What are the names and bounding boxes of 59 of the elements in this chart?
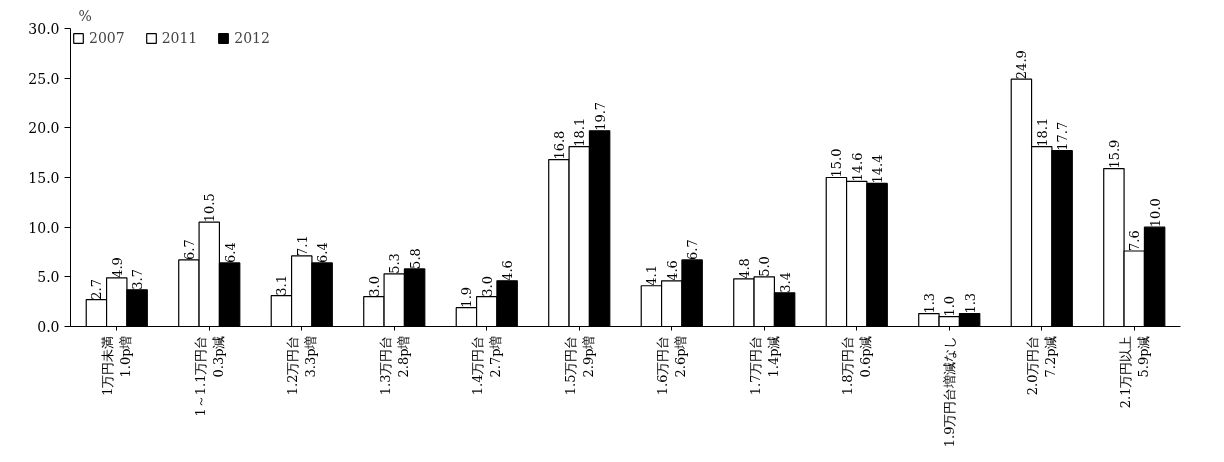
data-label: 14.4 bbox=[870, 154, 886, 184]
data-label: 4.6 bbox=[500, 260, 516, 281]
y-tick-label: 20.0 bbox=[28, 120, 60, 137]
data-label: 1.3 bbox=[962, 292, 978, 314]
y-tick-label: 15.0 bbox=[28, 170, 60, 186]
data-label: 5.3 bbox=[387, 253, 403, 274]
data-label: 1.3 bbox=[921, 292, 937, 314]
y-tick-label: 30.0 bbox=[28, 21, 60, 37]
data-label: 19.7 bbox=[592, 101, 608, 131]
y-tick-label: 5.0 bbox=[37, 269, 60, 286]
data-label: 2.7 bbox=[89, 278, 105, 300]
x-tick-label: 1.8万円台 0.6p減 bbox=[840, 335, 874, 396]
data-label: 15.0 bbox=[829, 148, 845, 178]
data-label: 6.7 bbox=[685, 239, 701, 260]
data-label: 10.0 bbox=[1147, 198, 1163, 228]
data-label: 14.6 bbox=[849, 152, 865, 182]
data-label: 18.1 bbox=[572, 117, 588, 147]
x-tick-label: 1.6万円台 2.6p増 bbox=[655, 335, 689, 396]
legend-label: 2007 bbox=[89, 30, 125, 46]
data-label: 3.7 bbox=[130, 269, 146, 290]
data-label: 15.9 bbox=[1106, 139, 1122, 169]
y-tick-label: 25.0 bbox=[28, 70, 60, 87]
y-tick-label: 10.0 bbox=[28, 219, 60, 236]
data-label: 1.0 bbox=[942, 295, 958, 317]
data-label: 1.9 bbox=[459, 286, 475, 308]
x-tick-label: 1.7万円台 1.4p減 bbox=[747, 335, 781, 396]
data-label: 16.8 bbox=[551, 130, 567, 160]
x-tick-label: 1.5万円台 2.9p増 bbox=[562, 335, 596, 396]
data-label: 10.5 bbox=[202, 193, 218, 223]
data-label: 5.0 bbox=[757, 256, 773, 277]
data-label: 5.8 bbox=[407, 248, 423, 269]
data-label: 3.0 bbox=[366, 276, 382, 297]
data-label: 7.1 bbox=[294, 235, 310, 256]
data-label: 17.7 bbox=[1055, 121, 1071, 151]
data-label: 4.9 bbox=[109, 257, 125, 278]
data-label: 7.6 bbox=[1127, 230, 1143, 252]
data-label: 4.6 bbox=[664, 260, 680, 281]
x-tick-label: 2.1万円以上 5.9p減 bbox=[1117, 335, 1151, 409]
data-label: 6.4 bbox=[315, 242, 331, 263]
x-tick-label: 1.9万円台増減なし bbox=[941, 335, 957, 448]
x-tick-label: 1.4万円台 2.7p増 bbox=[470, 335, 504, 396]
data-label: 18.1 bbox=[1034, 117, 1050, 147]
x-tick-label: 1万円未満 1.0p増 bbox=[100, 335, 134, 396]
data-label: 6.7 bbox=[181, 239, 197, 260]
data-label: 3.4 bbox=[777, 272, 793, 293]
data-label: 6.4 bbox=[222, 242, 238, 263]
legend-label: 2012 bbox=[234, 30, 270, 46]
x-tick-label: 1.3万円台 2.8p増 bbox=[377, 335, 411, 396]
y-axis-title: % bbox=[78, 7, 92, 24]
data-label: 24.9 bbox=[1014, 50, 1030, 80]
data-label: 3.0 bbox=[479, 276, 495, 297]
data-label: 4.1 bbox=[644, 265, 660, 286]
y-tick-label: 0.0 bbox=[37, 319, 60, 335]
data-label: 4.8 bbox=[736, 258, 752, 279]
legend-label: 2011 bbox=[161, 30, 198, 46]
data-label: 3.1 bbox=[274, 275, 290, 296]
x-tick-label: 1.2万円台 3.3p増 bbox=[285, 335, 319, 396]
x-tick-label: 1～1.1万円台 0.3p減 bbox=[192, 335, 226, 417]
x-tick-label: 2.0万円台 7.2p減 bbox=[1025, 335, 1059, 396]
